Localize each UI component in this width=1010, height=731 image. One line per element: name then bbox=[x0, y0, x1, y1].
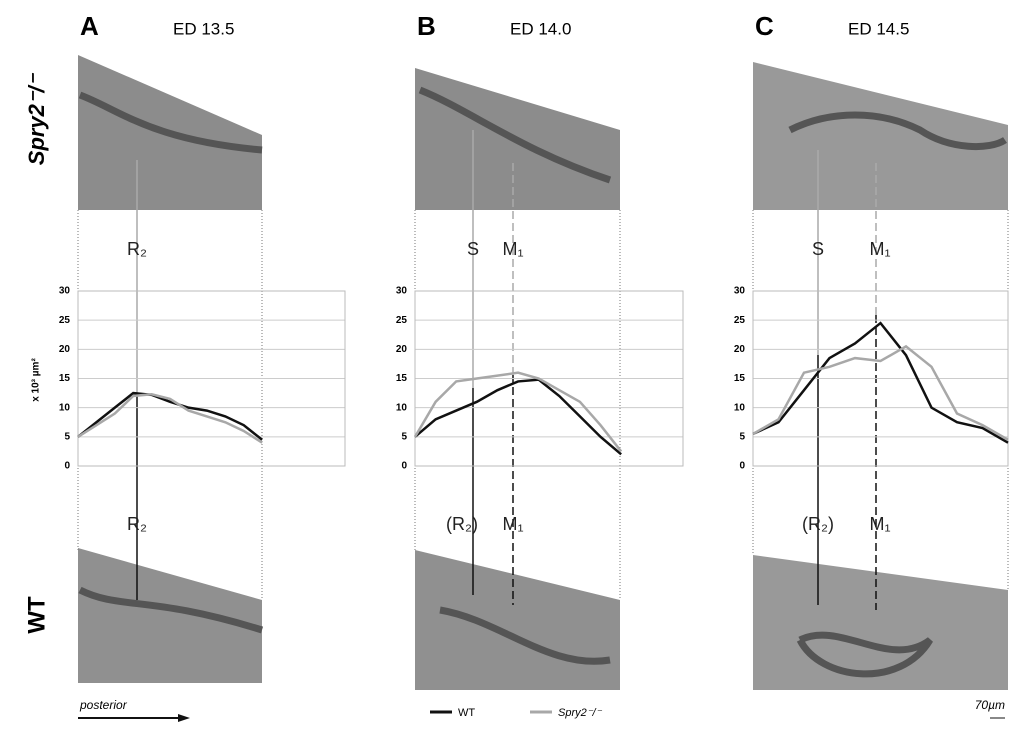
micrograph bbox=[753, 62, 1008, 210]
data-line bbox=[414, 378, 622, 456]
direction-label: posterior bbox=[79, 698, 128, 712]
legend-label: WT bbox=[458, 707, 475, 719]
y-tick-label: 20 bbox=[734, 344, 746, 355]
data-line bbox=[752, 344, 1009, 441]
tissue-band bbox=[78, 91, 263, 154]
y-tick-label: 20 bbox=[396, 344, 408, 355]
plot-frame bbox=[752, 290, 1009, 467]
panel-title: ED 14.0 bbox=[510, 19, 571, 38]
guides bbox=[77, 210, 1009, 600]
y-tick-label: 10 bbox=[734, 402, 746, 413]
y-tick-label: 15 bbox=[59, 373, 71, 384]
plot-frame bbox=[77, 290, 346, 467]
annotation: M₁ bbox=[869, 514, 890, 534]
y-axis-label: x 10³ µm² bbox=[31, 358, 42, 402]
y-tick-label: 25 bbox=[734, 315, 746, 326]
panel-label: A bbox=[80, 11, 99, 41]
tissue-band bbox=[788, 111, 1007, 151]
y-tick-label: 30 bbox=[396, 286, 408, 297]
y-tick-label: 30 bbox=[734, 286, 746, 297]
y-tick-label: 5 bbox=[64, 431, 70, 442]
tissue-band bbox=[418, 86, 612, 184]
micrograph bbox=[415, 550, 620, 690]
y-tick-label: 5 bbox=[401, 431, 407, 442]
y-tick-label: 0 bbox=[739, 461, 745, 472]
annotation: S bbox=[812, 239, 824, 259]
tissue-band bbox=[78, 586, 264, 634]
scale-label: 70µm bbox=[975, 698, 1005, 712]
y-tick-label: 5 bbox=[739, 431, 745, 442]
y-tick-label: 10 bbox=[59, 402, 71, 413]
y-tick-label: 15 bbox=[734, 373, 746, 384]
y-tick-label: 20 bbox=[59, 344, 71, 355]
panel-label: B bbox=[417, 11, 436, 41]
y-tick-label: 30 bbox=[59, 286, 71, 297]
micrographs bbox=[78, 55, 1008, 690]
y-tick-label: 10 bbox=[396, 402, 408, 413]
y-tick-label: 0 bbox=[401, 461, 407, 472]
plot-frame bbox=[414, 290, 684, 467]
data-line bbox=[77, 392, 263, 444]
arrows bbox=[136, 130, 877, 610]
annotation: R₂ bbox=[127, 239, 147, 259]
row-label: WT bbox=[23, 596, 50, 634]
annotation: S bbox=[467, 239, 479, 259]
y-tick-label: 25 bbox=[396, 315, 408, 326]
y-tick-label: 25 bbox=[59, 315, 71, 326]
annotation: M₁ bbox=[502, 514, 523, 534]
y-tick-label: 15 bbox=[396, 373, 408, 384]
tissue-band bbox=[796, 631, 933, 678]
annotation: M₁ bbox=[869, 239, 890, 259]
panel-title: ED 13.5 bbox=[173, 19, 234, 38]
annotation: R₂ bbox=[127, 514, 147, 534]
annotation: M₁ bbox=[502, 239, 523, 259]
panel-title: ED 14.5 bbox=[848, 19, 909, 38]
data-line bbox=[413, 371, 623, 453]
panel-label: C bbox=[755, 11, 774, 41]
annotation: (R₂) bbox=[802, 514, 834, 534]
direction-arrowhead bbox=[178, 714, 190, 722]
tissue-band bbox=[439, 606, 611, 665]
legend-label: Spry2⁻/⁻ bbox=[558, 707, 603, 719]
annotation: (R₂) bbox=[446, 514, 478, 534]
y-tick-label: 0 bbox=[64, 461, 70, 472]
data-line bbox=[752, 321, 1009, 444]
micrograph bbox=[78, 548, 262, 683]
row-label: Spry2⁻/⁻ bbox=[24, 72, 49, 165]
data-line bbox=[77, 391, 263, 441]
